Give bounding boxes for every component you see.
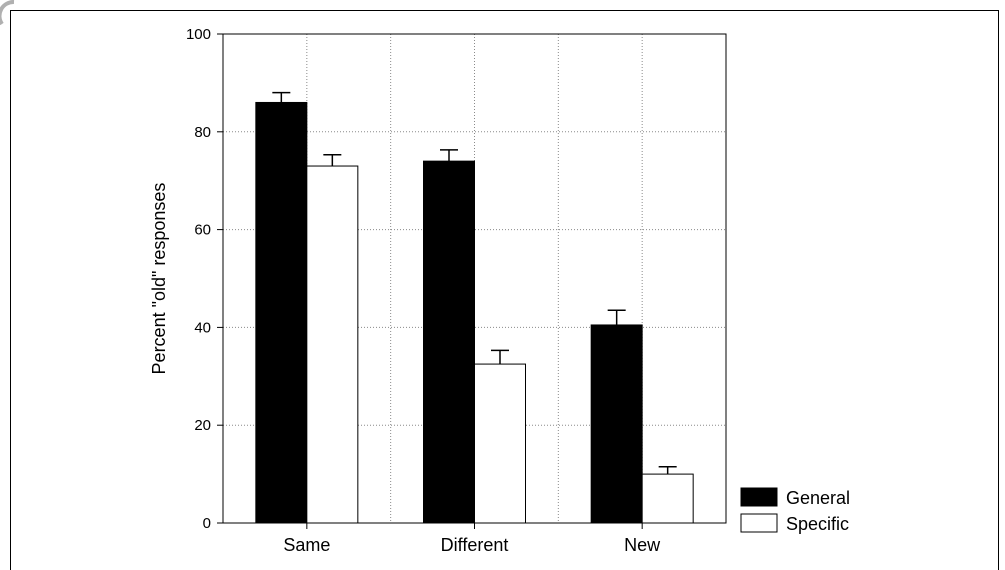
y-tick-label: 0 bbox=[203, 515, 211, 532]
legend-label-general: General bbox=[786, 488, 850, 508]
bar-general-new bbox=[590, 324, 643, 524]
x-category-label: New bbox=[624, 535, 661, 555]
x-category-label: Same bbox=[283, 535, 330, 555]
y-tick-label: 60 bbox=[194, 222, 211, 239]
bar-specific-new bbox=[641, 473, 694, 524]
bars bbox=[255, 101, 694, 524]
figure-frame bbox=[10, 10, 999, 570]
y-axis-title: Percent "old" responses bbox=[149, 183, 169, 375]
bar-specific-different bbox=[474, 363, 526, 524]
corner-arc-mark bbox=[0, 0, 15, 26]
legend: General Specific bbox=[740, 487, 850, 534]
x-axis-labels: Same Different New bbox=[283, 523, 661, 555]
y-tick-label: 80 bbox=[194, 124, 211, 141]
y-tick-label: 40 bbox=[194, 319, 211, 336]
bar-general-same bbox=[255, 101, 308, 524]
x-category-label: Different bbox=[441, 535, 509, 555]
legend-swatch-general bbox=[740, 487, 778, 507]
legend-swatch-specific bbox=[740, 513, 778, 533]
legend-label-specific: Specific bbox=[786, 514, 849, 534]
bar-general-different bbox=[423, 160, 475, 524]
y-tick-label: 20 bbox=[194, 417, 211, 434]
bar-specific-same bbox=[306, 165, 359, 524]
error-bars bbox=[272, 91, 677, 475]
y-tick-label: 100 bbox=[186, 26, 211, 43]
y-axis-ticks: 0 20 40 60 80 100 bbox=[186, 26, 223, 532]
